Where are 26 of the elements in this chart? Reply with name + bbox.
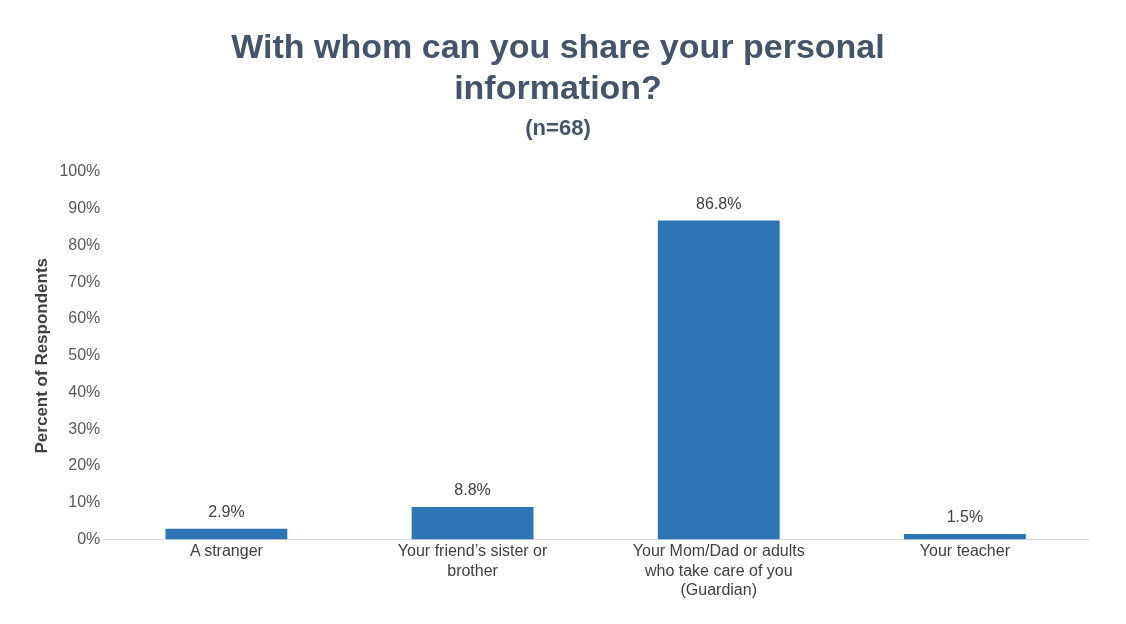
y-tick-label: 60% [68,309,101,327]
x-tick-label: Your friend’s sister or brother [397,542,548,579]
bar [657,220,780,540]
y-tick-label: 30% [68,419,101,437]
y-tick-label: 20% [68,456,101,474]
chart-subtitle: (n=68) [525,114,591,140]
y-tick-label: 40% [68,382,101,400]
data-label: 2.9% [208,503,245,521]
y-axis-title: Percent of Respondents [31,257,51,454]
x-tick-label: Your teacher [919,542,1011,560]
y-tick-label: 10% [68,493,101,511]
data-label: 86.8% [696,194,742,212]
bar [165,528,288,540]
bar [903,533,1026,540]
x-tick-label: A stranger [189,542,264,560]
data-label: 8.8% [454,481,491,499]
chart-title: With whom can you share your personal information? [231,26,885,106]
y-tick-label: 100% [59,162,101,180]
data-label: 1.5% [946,508,984,526]
y-tick-label: 70% [68,272,101,290]
x-tick-label: Your Mom/Dad or adults who take care of you (Guardian) [632,542,805,598]
y-tick-label: 50% [68,346,101,364]
y-tick-label: 0% [77,529,101,547]
bar [411,507,534,540]
y-tick-label: 90% [68,199,101,217]
y-tick-label: 80% [68,235,101,253]
